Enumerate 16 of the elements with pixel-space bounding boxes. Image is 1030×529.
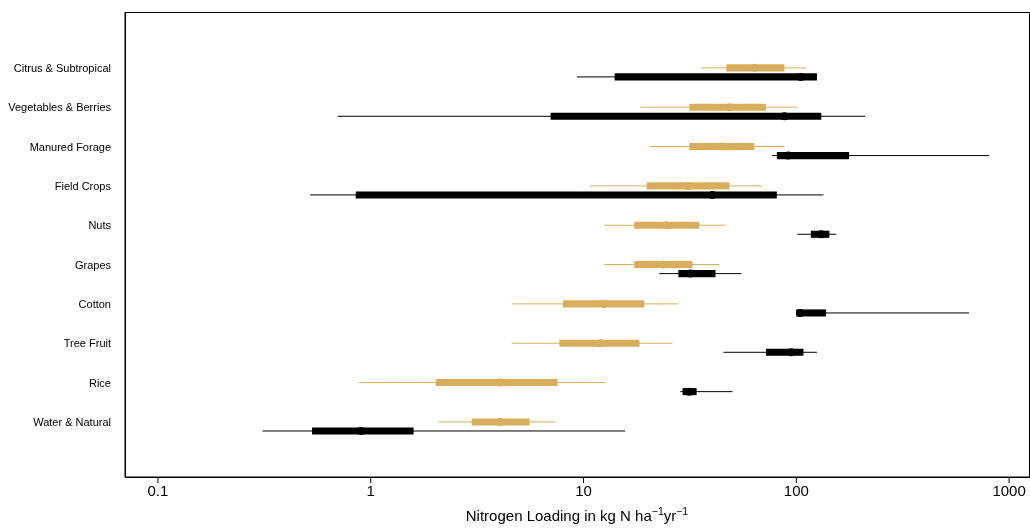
x-tick-label: 10 [575,481,592,499]
x-axis-title: Nitrogen Loading in kg N ha$^{−1}$yr$^{−1}$ [465,505,689,524]
y-tick-label: Manured Forage [29,140,111,153]
x-tick-label: 100 [783,481,809,499]
y-tick-label: Vegetables & Berries [8,101,112,114]
y-tick-label: Citrus & Subtropical [13,61,111,74]
y-tick-label: Tree Fruit [63,337,111,350]
y-tick-label: Grapes [74,258,112,271]
x-tick-label: 1000 [992,481,1026,499]
x-tick-label: 1 [366,481,375,499]
y-tick-label: Rice [88,376,111,389]
x-tick-label: 0.1 [147,481,169,499]
y-tick-label: Cotton [78,297,111,310]
y-tick-label: Water & Natural [33,415,111,428]
y-tick-label: Nuts [88,219,112,232]
y-tick-label: Field Crops [54,179,112,192]
